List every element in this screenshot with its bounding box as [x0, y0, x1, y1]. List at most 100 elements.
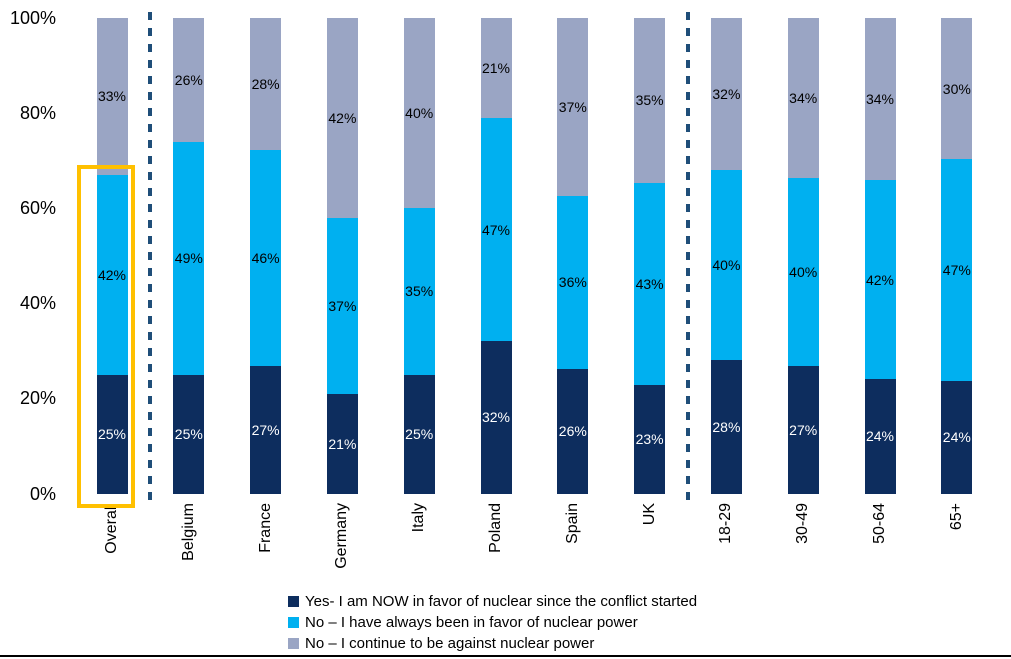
y-tick-label: 20%	[19, 388, 56, 409]
legend-label: No – I have always been in favor of nucl…	[305, 614, 638, 631]
value-label-no-always-in-favor: 40%	[789, 264, 818, 281]
group-separator-dashed-line	[686, 12, 690, 501]
value-label-yes-now-in-favor: 26%	[558, 423, 587, 440]
category-label-belgium: Belgium	[179, 503, 197, 561]
segment-no-always-in-favor	[96, 174, 128, 375]
value-label-yes-now-in-favor: 24%	[942, 429, 971, 446]
segment-no-against	[557, 18, 589, 196]
segment-no-against	[710, 18, 742, 171]
bar-50-64: 24% 42% 34%	[864, 18, 896, 494]
segment-no-always-in-favor	[710, 170, 742, 361]
value-label-no-against: 34%	[865, 90, 895, 107]
segment-no-always-in-favor	[634, 182, 666, 386]
value-label-yes-now-in-favor: 23%	[635, 431, 664, 448]
segment-yes-now-in-favor	[326, 393, 358, 494]
value-label-no-against: 33%	[97, 88, 127, 105]
value-label-no-against: 37%	[558, 98, 587, 115]
value-label-yes-now-in-favor: 28%	[712, 418, 741, 435]
segment-no-always-in-favor	[941, 159, 973, 381]
segment-no-against	[173, 18, 205, 142]
category-label-italy: Italy	[410, 503, 428, 533]
segment-yes-now-in-favor	[941, 380, 973, 494]
category-label-65: 65+	[947, 503, 965, 531]
value-label-yes-now-in-favor: 27%	[251, 421, 280, 438]
segment-no-against	[250, 18, 282, 150]
y-tick-label: 0%	[29, 483, 56, 504]
bar-germany: 21% 37% 42%	[326, 18, 358, 494]
segment-no-against	[96, 18, 128, 175]
segment-no-against	[941, 18, 973, 160]
bar-overall: 25% 42% 33%	[96, 18, 128, 494]
bar-belgium: 25% 49% 26%	[173, 18, 205, 494]
bar-65: 24% 47% 30%	[941, 18, 973, 494]
value-label-no-always-in-favor: 35%	[405, 283, 434, 300]
segment-yes-now-in-favor	[710, 360, 742, 494]
segment-yes-now-in-favor	[634, 385, 666, 494]
category-label-uk: UK	[640, 503, 658, 526]
value-label-yes-now-in-favor: 25%	[97, 426, 127, 443]
category-label-spain: Spain	[563, 503, 581, 544]
highlight-box-overall	[77, 164, 135, 509]
legend-swatch-navy-icon	[288, 596, 299, 607]
segment-no-always-in-favor	[173, 141, 205, 375]
category-label-50-64: 50-64	[871, 503, 888, 544]
value-label-no-always-in-favor: 47%	[942, 261, 971, 278]
category-label-poland: Poland	[487, 503, 504, 553]
bar-italy: 25% 35% 40%	[403, 18, 435, 494]
segment-no-always-in-favor	[864, 179, 896, 380]
value-label-no-always-in-favor: 42%	[97, 266, 127, 283]
legend: Yes- I am NOW in favor of nuclear since …	[288, 591, 697, 654]
segment-yes-now-in-favor	[403, 374, 435, 494]
value-label-no-against: 40%	[405, 105, 434, 122]
value-label-no-against: 32%	[712, 86, 741, 103]
segment-yes-now-in-favor	[250, 366, 282, 494]
legend-item-no-always-in-favor: No – I have always been in favor of nucl…	[288, 612, 697, 633]
segment-no-always-in-favor	[787, 178, 819, 367]
segment-yes-now-in-favor	[557, 368, 589, 494]
bar-spain: 26% 36% 37%	[557, 18, 589, 494]
value-label-yes-now-in-favor: 32%	[481, 409, 511, 426]
value-label-no-against: 35%	[635, 92, 664, 109]
segment-no-always-in-favor	[403, 208, 435, 375]
bar-18-29: 28% 40% 32%	[710, 18, 742, 494]
value-label-yes-now-in-favor: 27%	[789, 421, 818, 438]
group-separator-dashed-line	[148, 12, 153, 501]
segment-yes-now-in-favor	[864, 379, 896, 494]
category-label-overall: Overall	[103, 503, 120, 554]
slide-bottom-border	[0, 655, 1011, 657]
legend-label: Yes- I am NOW in favor of nuclear since …	[305, 593, 698, 610]
value-label-yes-now-in-favor: 25%	[174, 426, 203, 443]
legend-swatch-gray-icon	[288, 638, 299, 649]
segment-no-against	[787, 18, 819, 179]
segment-no-against	[864, 18, 896, 180]
category-label-germany: Germany	[333, 503, 351, 569]
value-label-no-always-in-favor: 42%	[865, 271, 895, 288]
value-label-no-always-in-favor: 49%	[174, 250, 203, 267]
segment-yes-now-in-favor	[787, 366, 819, 494]
value-label-no-against: 26%	[174, 71, 203, 88]
legend-swatch-cyan-icon	[288, 617, 299, 628]
segment-yes-now-in-favor	[173, 374, 205, 494]
y-tick-label: 80%	[19, 103, 56, 124]
segment-yes-now-in-favor	[96, 374, 128, 494]
bar-uk: 23% 43% 35%	[634, 18, 666, 494]
value-label-no-always-in-favor: 47%	[481, 221, 511, 238]
value-label-no-always-in-favor: 37%	[328, 297, 357, 314]
bar-30-49: 27% 40% 34%	[787, 18, 819, 494]
segment-no-always-in-favor	[326, 217, 358, 394]
y-tick-label: 40%	[19, 293, 56, 314]
value-label-no-always-in-favor: 46%	[251, 250, 280, 267]
segment-no-against	[634, 18, 666, 183]
value-label-no-against: 30%	[942, 80, 971, 97]
segment-no-against	[480, 18, 512, 118]
segment-no-always-in-favor	[250, 149, 282, 367]
y-tick-label: 100%	[9, 8, 56, 28]
segment-yes-now-in-favor	[480, 341, 512, 494]
bar-poland: 32% 47% 21%	[480, 18, 512, 494]
segment-no-always-in-favor	[480, 117, 512, 342]
category-label-18-29: 18-29	[717, 503, 735, 544]
legend-item-yes-now-in-favor: Yes- I am NOW in favor of nuclear since …	[288, 591, 697, 612]
value-label-no-always-in-favor: 43%	[635, 276, 664, 292]
value-label-no-always-in-favor: 40%	[712, 257, 741, 274]
